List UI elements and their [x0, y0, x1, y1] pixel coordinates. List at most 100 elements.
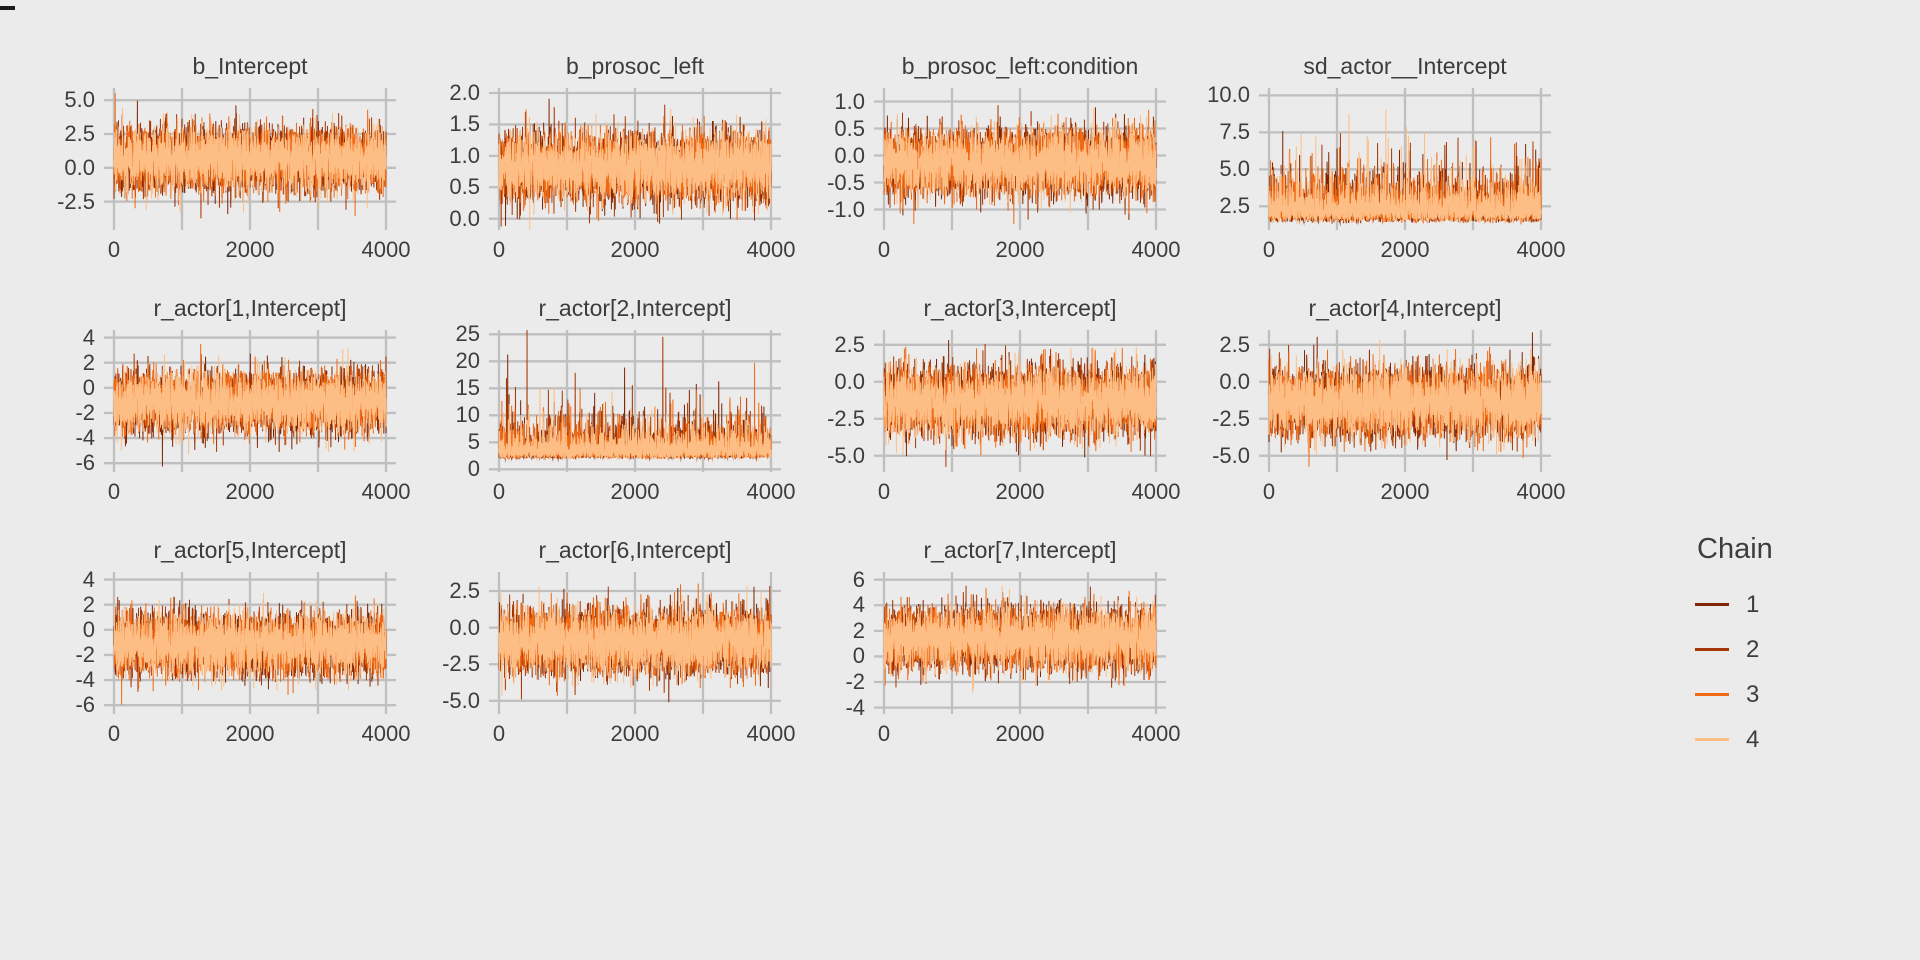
facet-title: r_actor[2,Intercept] [538, 295, 732, 321]
y-tick-label: 2.5 [1219, 193, 1250, 219]
y-tick-label: 0.0 [449, 614, 480, 640]
trace-facet: b_prosoc_left:condition 1.0 0.5 0.0 -0.5 -1.… [796, 50, 1181, 292]
trace-facet: r_actor[3,Intercept] 2.5 0.0 -2.5 -5.0 0 200… [796, 292, 1181, 534]
y-tick-label: 0.0 [64, 154, 95, 180]
trace-panel [874, 330, 1166, 472]
y-tick-label: 2.5 [64, 121, 95, 146]
y-tick-label: -2 [845, 669, 865, 694]
y-tick-label: 6 [852, 566, 865, 592]
trace-panel [104, 572, 396, 714]
legend-label: 2 [1746, 635, 1760, 663]
y-tick-label: 0 [852, 643, 865, 669]
x-tick-label: 2000 [610, 479, 660, 504]
x-tick-label: 0 [877, 721, 891, 746]
y-tick-label: 5 [467, 429, 480, 455]
trace-canvas [104, 330, 396, 472]
facet-title: r_actor[4,Intercept] [1308, 295, 1502, 321]
y-tick-label: 5.0 [64, 87, 95, 113]
facet-title: r_actor[7,Intercept] [923, 537, 1117, 563]
trace-canvas [104, 88, 396, 230]
y-tick-label: -5.0 [1212, 442, 1250, 468]
y-tick-label: 10.0 [1207, 82, 1250, 108]
x-axis: 0 2000 4000 [489, 472, 796, 506]
x-tick-label: 0 [492, 721, 506, 746]
x-tick-label: 4000 [1131, 721, 1181, 746]
trace-panel [489, 88, 781, 230]
y-tick-label: -4 [75, 667, 95, 693]
y-axis: 4 2 0 -2 -4 -6 [26, 325, 104, 475]
x-tick-label: 4000 [746, 479, 796, 504]
x-tick-label: 0 [107, 237, 121, 262]
x-tick-label: 4000 [746, 721, 796, 746]
x-axis: 0 2000 4000 [489, 714, 796, 748]
y-tick-label: 0 [82, 374, 95, 400]
y-tick-label: -5.0 [827, 442, 865, 468]
x-tick-label: 4000 [361, 721, 411, 746]
y-tick-label: 0.5 [449, 174, 480, 200]
trace-facet: sd_actor__Intercept 10.0 7.5 5.0 2.5 0 2000 4… [1181, 50, 1566, 292]
y-tick-label: 0.0 [1219, 368, 1250, 394]
chain-color-swatch [1695, 738, 1729, 741]
x-tick-label: 2000 [610, 721, 660, 746]
chain-color-swatch [1695, 603, 1729, 606]
x-tick-label: 4000 [1131, 237, 1181, 262]
y-tick-label: 4 [82, 566, 95, 592]
legend-label: 4 [1746, 725, 1760, 753]
trace-canvas [874, 88, 1166, 230]
trace-canvas [489, 88, 781, 230]
trace-plot-area: b_Intercept 5.0 2.5 0.0 -2.5 0 2000 4000 b_pr… [26, 50, 1566, 776]
y-axis: 2.5 0.0 -2.5 -5.0 [796, 330, 874, 472]
x-axis: 0 2000 4000 [874, 714, 1181, 748]
y-tick-label: 7.5 [1219, 119, 1250, 145]
y-tick-label: -2.5 [1212, 405, 1250, 431]
trace-panel [489, 330, 781, 472]
legend-entry: 1 [1695, 582, 1905, 627]
trace-canvas [874, 330, 1166, 472]
chain-color-swatch [1695, 693, 1729, 696]
x-tick-label: 2000 [1380, 479, 1430, 504]
y-tick-label: 2.5 [834, 331, 865, 357]
x-tick-label: 2000 [995, 721, 1045, 746]
x-tick-label: 0 [492, 237, 506, 262]
x-axis: 0 2000 4000 [104, 472, 411, 506]
trace-panel [874, 572, 1166, 714]
legend-title: Chain [1697, 533, 1773, 565]
y-tick-label: 2.5 [1219, 331, 1250, 357]
legend-entry: 3 [1695, 672, 1905, 717]
y-tick-label: 1.5 [449, 111, 480, 137]
y-axis: 2.0 1.5 1.0 0.5 0.0 [411, 81, 489, 231]
y-tick-label: 2 [82, 591, 95, 617]
y-axis: 1.0 0.5 0.0 -0.5 -1.0 [796, 88, 874, 230]
facet-title: r_actor[6,Intercept] [538, 537, 732, 563]
x-axis: 0 2000 4000 [104, 714, 411, 748]
facet-title: b_prosoc_left:condition [901, 53, 1139, 79]
trace-panel [489, 572, 781, 714]
y-tick-label: 5.0 [1219, 156, 1250, 182]
trace-facet: r_actor[5,Intercept] 4 2 0 -2 -4 -6 0 2000 4000 [26, 534, 411, 776]
trace-panel [874, 88, 1166, 230]
facet-title: b_prosoc_left [565, 53, 705, 79]
chain-legend: Chain 1 2 3 4 [1695, 533, 1905, 762]
trace-facet: r_actor[4,Intercept] 2.5 0.0 -2.5 -5.0 0 200… [1181, 292, 1566, 534]
y-tick-label: 20 [455, 348, 480, 374]
trace-facet: r_actor[2,Intercept] 25 20 15 10 5 0 0 2000 400… [411, 292, 796, 534]
y-axis: 4 2 0 -2 -4 -6 [26, 567, 104, 717]
facet-title: r_actor[5,Intercept] [153, 537, 347, 563]
x-tick-label: 4000 [361, 479, 411, 504]
trace-canvas [104, 572, 396, 714]
y-tick-label: 0.5 [834, 115, 865, 141]
y-tick-label: 10 [455, 402, 480, 428]
x-tick-label: 0 [107, 721, 121, 746]
x-tick-label: 2000 [225, 721, 275, 746]
x-tick-label: 4000 [1516, 479, 1566, 504]
x-tick-label: 4000 [1516, 237, 1566, 262]
y-tick-label: -2 [75, 641, 95, 667]
trace-facet: b_prosoc_left 2.0 1.5 1.0 0.5 0.0 0 2000 4000 [411, 50, 796, 292]
y-tick-label: 0.0 [834, 142, 865, 168]
y-tick-label: -2.5 [827, 405, 865, 431]
y-tick-label: 0.0 [834, 368, 865, 394]
y-tick-label: 0.0 [449, 205, 480, 231]
legend-entries: 1 2 3 4 [1695, 582, 1905, 762]
trace-facet: r_actor[6,Intercept] 2.5 0.0 -2.5 -5.0 0 200… [411, 534, 796, 776]
y-tick-label: 15 [455, 375, 480, 401]
